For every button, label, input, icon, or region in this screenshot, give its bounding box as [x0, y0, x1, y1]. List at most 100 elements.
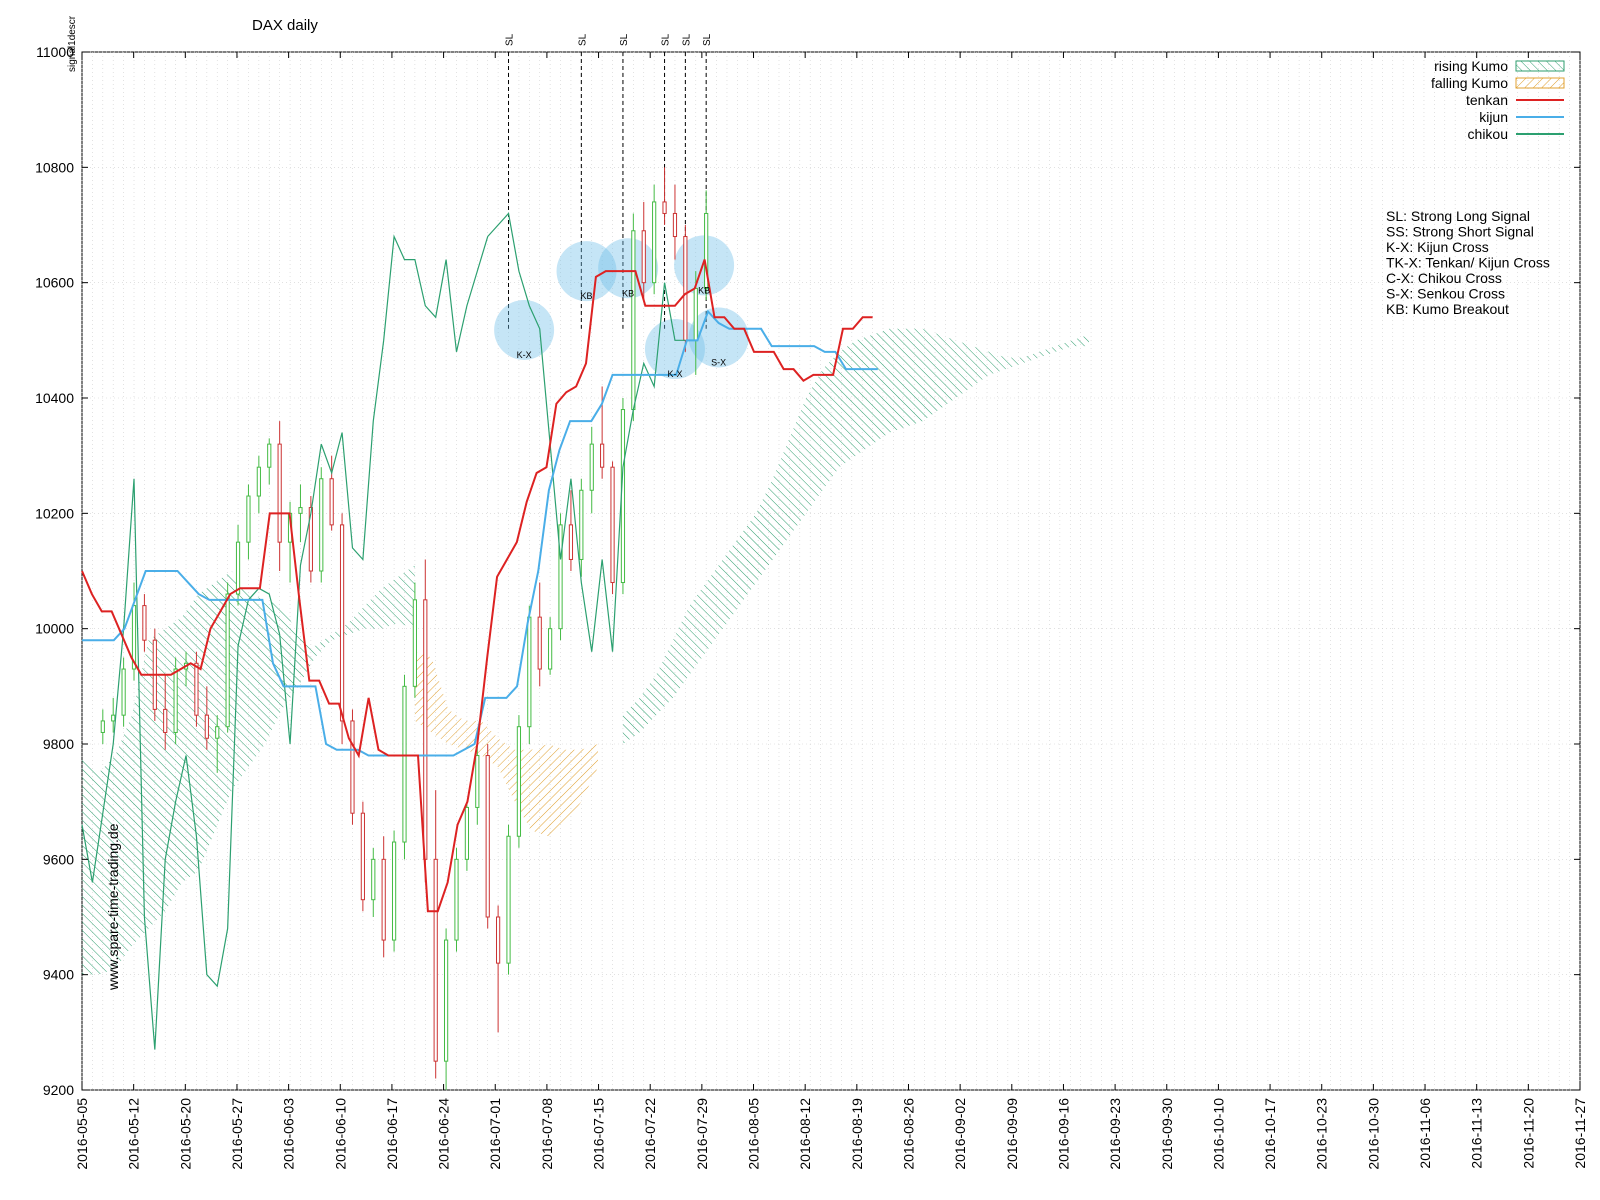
x-tick-label: 2016-10-17 — [1262, 1098, 1278, 1170]
signal-label: SL — [577, 33, 588, 46]
kumo-layer — [82, 328, 1089, 975]
signal-lines: SL SL SL SL SL SL — [505, 33, 713, 329]
annotation-label: KB — [622, 288, 634, 298]
candle-body — [391, 841, 397, 941]
x-tick-label: 2016-09-09 — [1004, 1098, 1020, 1170]
note-line: SS: Strong Short Signal — [1386, 224, 1534, 240]
x-tick-label: 2016-08-26 — [900, 1098, 916, 1170]
signal-label: SL — [505, 33, 516, 46]
candle-body — [652, 201, 657, 284]
y-tick-label: 10400 — [35, 390, 74, 406]
candle-body — [256, 466, 261, 497]
candle-body — [610, 466, 615, 584]
kumo-falling — [414, 651, 598, 837]
signal-bubble — [494, 299, 555, 360]
indicator-lines — [81, 212, 878, 1050]
candle-body — [215, 726, 220, 739]
y-tick-label: 10800 — [35, 159, 74, 175]
legend-label: kijun — [1479, 109, 1508, 125]
x-tick-label: 2016-11-27 — [1572, 1098, 1588, 1169]
candle-body — [579, 489, 584, 560]
note-line: C-X: Chikou Cross — [1386, 270, 1502, 286]
note-line: TK-X: Tenkan/ Kijun Cross — [1386, 255, 1550, 271]
legend-label: tenkan — [1466, 92, 1508, 108]
x-tick-label: 2016-11-20 — [1520, 1098, 1536, 1169]
annotations: K-X KB KB K-X KB S-X — [517, 285, 727, 379]
candle-body — [527, 616, 532, 728]
watermark: www.spare-time-trading.de — [105, 823, 121, 991]
legend-swatch — [1515, 60, 1565, 72]
candle-body — [329, 478, 334, 526]
x-tick-label: 2016-09-02 — [952, 1098, 968, 1170]
candle-body — [568, 524, 574, 560]
x-tick-label: 2016-09-30 — [1159, 1098, 1175, 1170]
annotation-label: K-X — [667, 369, 682, 379]
x-tick-label: 2016-09-16 — [1055, 1098, 1071, 1170]
candle-body — [600, 443, 605, 468]
candlesticks — [100, 167, 709, 1090]
kumo-rising-early — [82, 565, 415, 975]
y-tick-label: 10000 — [35, 621, 74, 637]
candle-body — [121, 668, 126, 716]
annotation-label: KB — [581, 291, 593, 301]
candle-body — [662, 201, 667, 214]
note-line: KB: Kumo Breakout — [1386, 301, 1509, 317]
x-tick-label: 2016-06-24 — [436, 1098, 452, 1170]
candle-body — [298, 507, 303, 514]
y-tick-label: 9600 — [43, 851, 74, 867]
candle-body — [672, 212, 678, 238]
signal-bubble — [556, 241, 617, 302]
candle-body — [496, 916, 501, 964]
y-axis-label: signal1descr — [67, 15, 78, 72]
x-tick-label: 2016-10-30 — [1365, 1098, 1381, 1170]
chikou-line — [81, 212, 686, 1050]
candle-body — [423, 599, 428, 860]
candle-body — [589, 443, 594, 491]
legend-label: rising Kumo — [1434, 58, 1508, 74]
candle-body — [381, 858, 386, 941]
x-tick-label: 2016-11-13 — [1469, 1098, 1485, 1169]
candle-body — [475, 755, 480, 808]
annotation-label: K-X — [517, 350, 532, 360]
y-axis: 9200 9400 9600 9800 10000 10200 10400 10600 1080… — [35, 44, 1580, 1098]
x-axis: 2016-05-05 2016-05-12 2016-05-20 2016-05-27… — [74, 52, 1588, 1170]
candle-body — [350, 720, 355, 814]
legend-label: falling Kumo — [1431, 75, 1508, 91]
tenkan-line — [81, 259, 873, 913]
candle-body — [319, 478, 324, 572]
note-line: SL: Strong Long Signal — [1386, 208, 1530, 224]
y-tick-label: 10200 — [35, 505, 74, 521]
x-tick-label: 2016-08-05 — [746, 1098, 762, 1170]
plot-frame — [81, 51, 1581, 1091]
candle-body — [433, 858, 438, 1062]
x-tick-label: 2016-09-23 — [1107, 1098, 1123, 1170]
x-tick-label: 2016-07-01 — [487, 1098, 503, 1170]
candle-body — [371, 858, 376, 901]
note-line: K-X: Kijun Cross — [1386, 239, 1489, 255]
candle-body — [204, 714, 209, 739]
signal-label: SL — [661, 33, 672, 46]
candle-body — [683, 236, 688, 341]
candle-body — [308, 507, 313, 572]
candle-body — [277, 443, 282, 543]
y-tick-label: 9800 — [43, 736, 74, 752]
x-tick-label: 2016-05-12 — [126, 1098, 142, 1170]
candle-body — [548, 628, 553, 670]
candle-body — [267, 443, 272, 468]
candle-body — [131, 605, 137, 670]
candle-body — [360, 812, 365, 901]
candle-body — [631, 230, 636, 411]
candle-body — [225, 593, 230, 728]
chart-title: DAX daily — [252, 17, 318, 34]
candle-body — [516, 726, 522, 837]
x-tick-label: 2016-06-17 — [384, 1098, 400, 1170]
x-tick-label: 2016-11-06 — [1417, 1098, 1433, 1169]
y-tick-label: 10600 — [35, 275, 74, 291]
x-tick-label: 2016-08-12 — [797, 1098, 813, 1170]
candle-body — [641, 230, 646, 284]
y-tick-label: 9400 — [43, 967, 74, 983]
x-tick-label: 2016-05-05 — [74, 1098, 90, 1170]
x-tick-label: 2016-07-15 — [591, 1098, 607, 1170]
candle-body — [412, 599, 417, 687]
candle-body — [454, 858, 459, 941]
